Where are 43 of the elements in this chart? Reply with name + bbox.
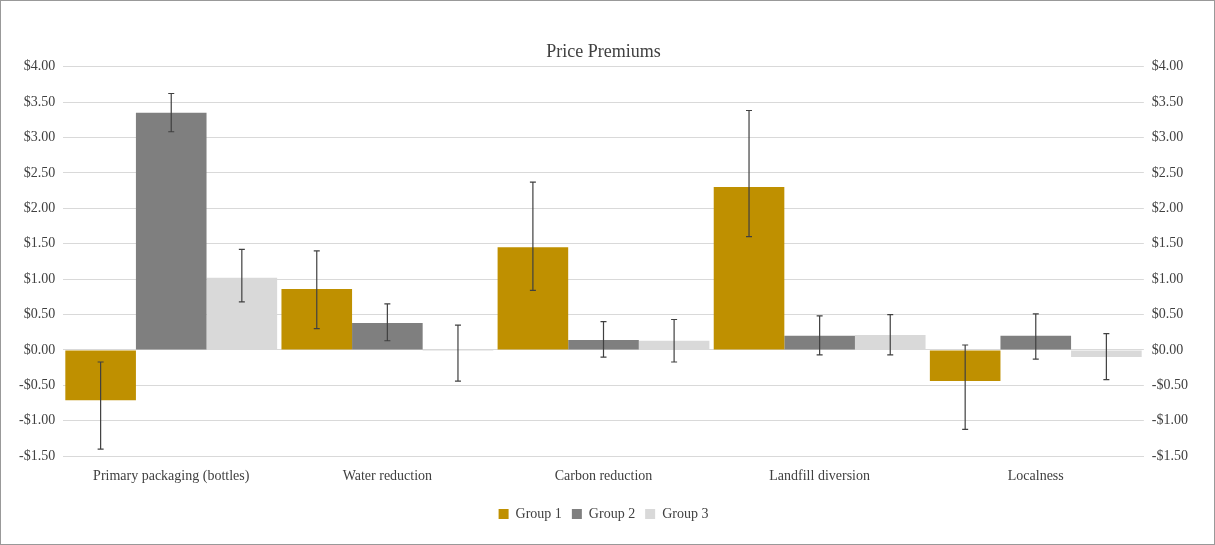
- legend-label: Group 2: [588, 505, 636, 521]
- y-tick-label: $1.00: [23, 270, 56, 286]
- y-tick-label: $3.00: [23, 129, 56, 145]
- bar: [713, 187, 785, 350]
- y2-tick-label: $3.00: [1151, 129, 1184, 145]
- bar: [497, 247, 569, 350]
- y2-tick-label: $1.00: [1151, 270, 1184, 286]
- bar: [568, 340, 639, 350]
- x-tick-label: Primary packaging (bottles): [93, 468, 250, 485]
- legend-label: Group 3: [662, 505, 709, 521]
- bar: [281, 289, 353, 350]
- y-tick-label: -$1.00: [18, 412, 56, 428]
- y2-tick-label: $0.50: [1151, 306, 1184, 322]
- y-tick-label: $3.50: [23, 93, 56, 109]
- x-tick-label: Landfill diversion: [769, 468, 870, 484]
- y2-tick-label: $1.50: [1151, 235, 1184, 251]
- y-tick-label: $0.50: [23, 306, 56, 322]
- bar: [784, 335, 855, 350]
- y2-tick-label: $2.50: [1151, 164, 1184, 180]
- bar: [352, 323, 423, 350]
- y2-tick-label: -$0.50: [1151, 377, 1189, 393]
- y2-tick-label: -$1.00: [1151, 412, 1189, 428]
- y-tick-label: $0.00: [23, 341, 56, 357]
- x-tick-label: Localness: [1007, 468, 1064, 484]
- y-tick-label: $1.50: [23, 235, 56, 251]
- y2-tick-label: $2.00: [1151, 199, 1184, 215]
- y2-tick-label: $0.00: [1151, 341, 1184, 357]
- y2-tick-label: $3.50: [1151, 93, 1184, 109]
- bar: [65, 350, 136, 401]
- bar: [135, 112, 207, 350]
- chart-title: Price Premiums: [546, 40, 661, 61]
- y-tick-label: $2.00: [23, 199, 56, 215]
- x-tick-label: Carbon reduction: [554, 468, 653, 484]
- y-tick-label: -$0.50: [18, 377, 56, 393]
- legend-label: Group 1: [515, 505, 562, 521]
- y2-tick-label: $4.00: [1151, 58, 1184, 74]
- y-tick-label: -$1.50: [18, 447, 56, 463]
- y2-tick-label: -$1.50: [1151, 447, 1189, 463]
- x-tick-label: Water reduction: [342, 468, 433, 484]
- bar: [929, 350, 1001, 382]
- y-tick-label: $4.00: [23, 58, 56, 74]
- bar: [1000, 335, 1072, 350]
- y-tick-label: $2.50: [23, 164, 56, 180]
